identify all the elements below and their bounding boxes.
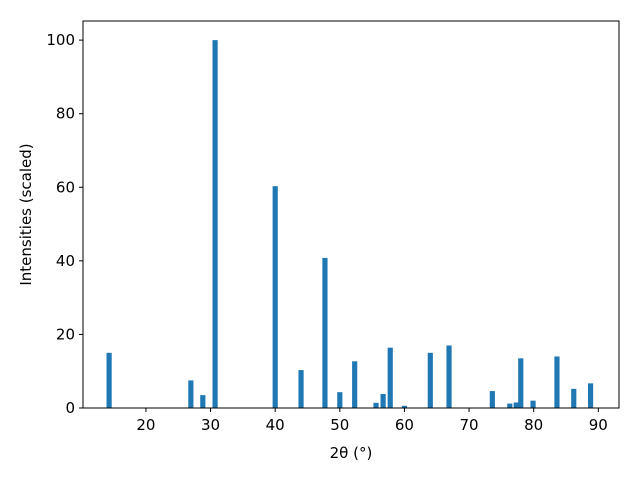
x-axis-label: 2θ (°) bbox=[330, 444, 373, 462]
plot-frame bbox=[82, 20, 620, 409]
bar bbox=[387, 347, 393, 408]
bar bbox=[272, 186, 278, 408]
x-tick-label: 90 bbox=[589, 416, 608, 434]
bar bbox=[380, 394, 386, 408]
bar bbox=[188, 380, 194, 408]
bar bbox=[298, 370, 304, 408]
bar bbox=[513, 402, 519, 408]
x-tick-label: 60 bbox=[395, 416, 414, 434]
bar bbox=[489, 391, 495, 408]
bar bbox=[337, 392, 343, 408]
bar bbox=[518, 358, 524, 408]
y-tick-label: 80 bbox=[56, 105, 75, 123]
bar bbox=[587, 383, 594, 408]
bar bbox=[106, 352, 112, 408]
x-tick-label: 30 bbox=[201, 416, 220, 434]
bar bbox=[571, 388, 577, 408]
y-tick-label: 0 bbox=[65, 399, 75, 417]
bar bbox=[200, 395, 206, 408]
x-tick-label: 50 bbox=[330, 416, 349, 434]
x-tick-label: 40 bbox=[266, 416, 285, 434]
bar bbox=[530, 400, 536, 408]
bar bbox=[427, 352, 433, 408]
bar bbox=[212, 40, 218, 409]
bar bbox=[507, 403, 513, 408]
y-tick-label: 40 bbox=[56, 252, 75, 270]
x-tick-label: 20 bbox=[136, 416, 155, 434]
y-tick-label: 60 bbox=[56, 178, 75, 196]
x-tick-label: 70 bbox=[460, 416, 479, 434]
y-axis-label: Intensities (scaled) bbox=[17, 143, 35, 285]
bar bbox=[373, 402, 379, 408]
x-tick-label: 80 bbox=[524, 416, 543, 434]
y-tick-label: 100 bbox=[46, 31, 75, 49]
bar bbox=[446, 345, 452, 408]
bar bbox=[554, 356, 560, 408]
bar bbox=[322, 257, 328, 408]
y-tick-label: 20 bbox=[56, 325, 75, 343]
bar bbox=[352, 361, 358, 408]
bar bbox=[401, 405, 408, 408]
